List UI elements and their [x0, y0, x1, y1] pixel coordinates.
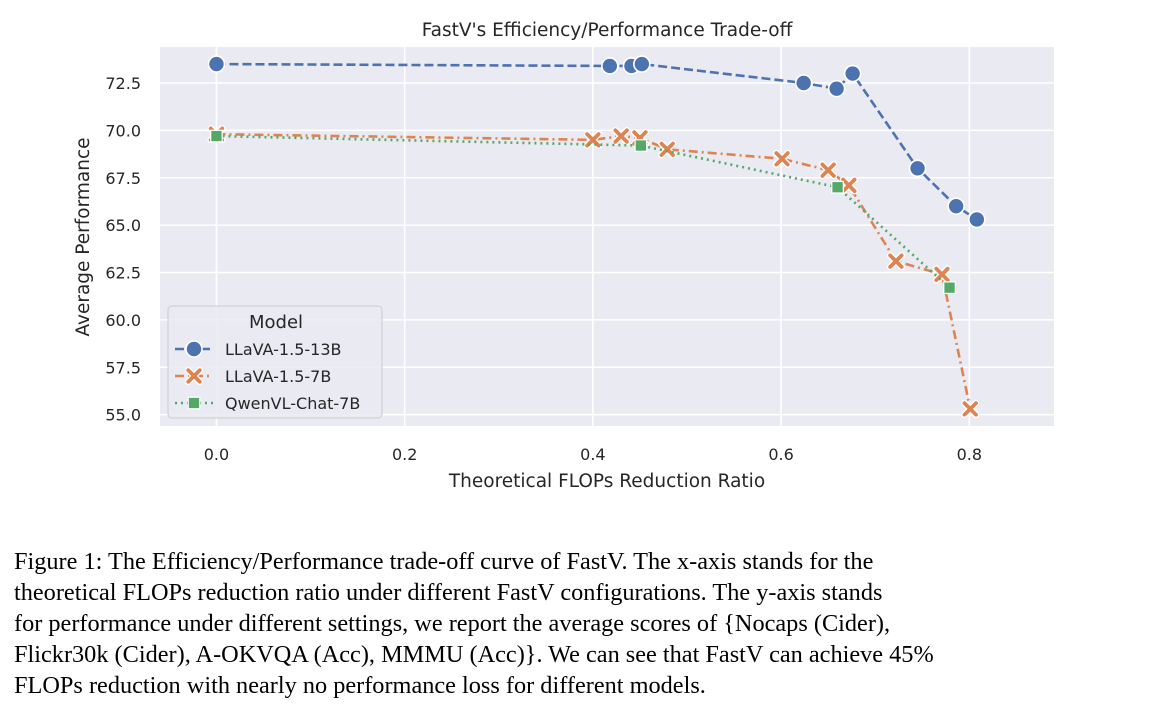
series	[207, 55, 986, 418]
data-point	[943, 281, 956, 295]
data-point	[634, 139, 648, 152]
data-point	[773, 149, 792, 168]
legend: Model LLaVA-1.5-13B LLaVA-1.5-7B QwenVL-Ch…	[167, 305, 383, 419]
data-point	[184, 366, 204, 386]
figure-caption: Figure 1: The Efficiency/Performance tra…	[14, 546, 1144, 701]
series-llava-1-5-13b	[207, 55, 986, 229]
series-qwenvl-chat-7b	[210, 129, 956, 295]
legend-box	[167, 305, 383, 419]
caption-line: Figure 1: The Efficiency/Performance tra…	[14, 548, 874, 575]
data-point	[827, 79, 846, 98]
legend-entry: LLaVA-1.5-13B	[175, 340, 341, 359]
series-line	[216, 62, 978, 221]
data-point	[839, 176, 858, 195]
data-point	[210, 129, 223, 143]
data-point	[843, 64, 862, 83]
data-point	[933, 265, 952, 284]
x-tick-label: 0.2	[392, 445, 417, 464]
chart-title: FastV's Efficiency/Performance Trade-off	[422, 20, 794, 41]
y-tick-label: 60.0	[105, 311, 141, 330]
data-point	[961, 399, 980, 418]
legend-label: LLaVA-1.5-7B	[225, 367, 331, 386]
data-point	[187, 396, 201, 410]
y-tick-label: 57.5	[105, 358, 141, 377]
legend-title: Model	[249, 312, 303, 333]
data-point	[947, 197, 965, 215]
caption-line: theoretical FLOPs reduction ratio under …	[14, 579, 883, 606]
legend-label: QwenVL-Chat-7B	[225, 394, 360, 413]
legend-label: LLaVA-1.5-13B	[225, 340, 341, 359]
data-point	[831, 180, 844, 194]
y-axis-label: Average Performance	[73, 137, 94, 336]
x-tick-label: 0.0	[204, 445, 229, 464]
legend-entry: LLaVA-1.5-7B	[175, 366, 331, 386]
caption-line: Flickr30k (Cider), A-OKVQA (Acc), MMMU (…	[14, 641, 934, 668]
data-point	[886, 252, 905, 271]
data-point	[207, 55, 226, 73]
data-point	[658, 140, 677, 159]
x-tick-label: 0.6	[768, 445, 793, 464]
y-tick-label: 72.5	[105, 74, 141, 93]
caption-line: FLOPs reduction with nearly no performan…	[14, 672, 706, 699]
data-point	[601, 57, 619, 75]
y-tick-label: 65.0	[105, 216, 141, 235]
data-point	[612, 127, 631, 146]
x-tick-label: 0.8	[957, 445, 982, 464]
data-point	[185, 340, 203, 358]
data-point	[819, 161, 838, 180]
x-axis-label: Theoretical FLOPs Reduction Ratio	[448, 471, 765, 492]
y-tick-label: 55.0	[105, 406, 141, 425]
caption-line: for performance under different settings…	[14, 610, 891, 637]
y-tick-label: 70.0	[105, 121, 141, 140]
data-point	[633, 55, 651, 73]
legend-entry: QwenVL-Chat-7B	[175, 394, 360, 413]
data-point	[968, 210, 986, 229]
y-tick-label: 62.5	[105, 264, 141, 283]
tick-labels: 0.0 0.2 0.4 0.6 0.8 55.0 57.5 60.0 62.5 65.0 67.5 7…	[105, 74, 982, 464]
data-point	[908, 159, 927, 178]
data-point	[794, 74, 813, 92]
chart: 0.0 0.2 0.4 0.6 0.8 55.0 57.5 60.0 62.5 65.0 67.5 7…	[73, 20, 1054, 492]
y-tick-label: 67.5	[105, 169, 141, 188]
series-line	[216, 132, 972, 410]
x-tick-label: 0.4	[580, 445, 605, 464]
